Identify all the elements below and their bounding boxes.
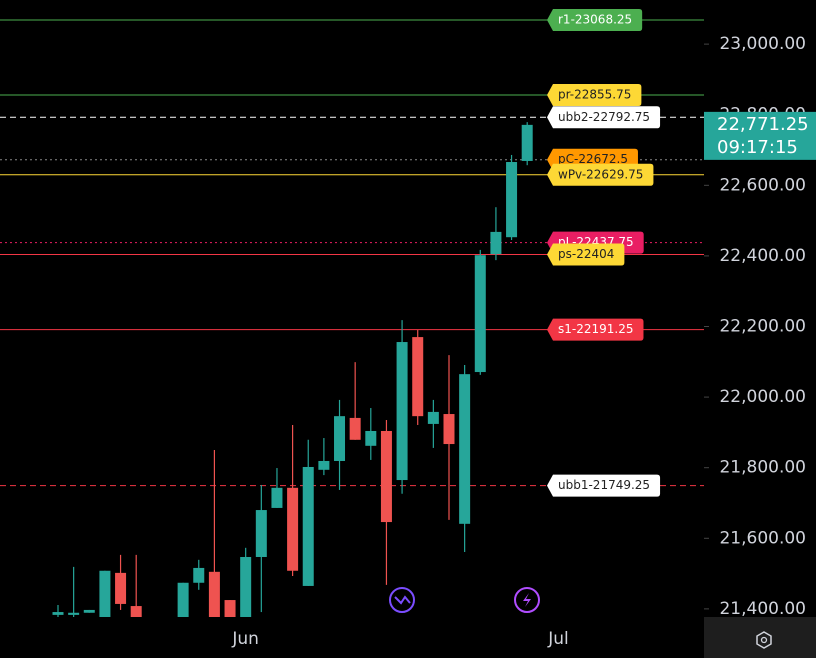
candle-body — [83, 609, 95, 613]
labels-layer: r1-23068.25 pr-22855.75 ubb2-22792.75 pC-22… — [547, 9, 661, 497]
candle-body — [302, 466, 314, 586]
y-tick-label: 22,200.00 — [719, 317, 806, 337]
candle-body — [380, 430, 392, 523]
level-tag — [547, 318, 644, 341]
last-price-label: 22,771.25 — [717, 114, 809, 135]
level-tag — [547, 9, 643, 32]
candle-body — [224, 600, 236, 617]
level-label: ubb2-22792.75 — [558, 110, 650, 124]
level-label: wPv-22629.75 — [558, 167, 643, 181]
candles-layer — [52, 122, 533, 617]
level-label: ubb1-21749.25 — [558, 478, 650, 492]
y-tick-label: 23,000.00 — [719, 34, 806, 54]
candle-body — [349, 417, 361, 440]
x-tick-label: Jul — [547, 629, 569, 649]
settings-icon-dot — [760, 636, 768, 644]
level-tag — [547, 106, 661, 129]
candle-body — [318, 460, 330, 470]
last-time-label: 09:17:15 — [717, 137, 798, 158]
y-tick-label: 22,600.00 — [719, 175, 806, 195]
candle-body — [443, 414, 455, 445]
level-label: pr-22855.75 — [558, 88, 631, 102]
candle-body — [521, 124, 533, 161]
level-label: s1-22191.25 — [558, 322, 633, 336]
y-tick-label: 21,400.00 — [719, 599, 806, 619]
candle-body — [490, 231, 502, 255]
candle-body — [68, 612, 80, 615]
settings-corner[interactable] — [704, 617, 816, 658]
level-label: pC-22672.5 — [558, 152, 628, 166]
candle-body — [99, 570, 111, 617]
level-label: ps-22404 — [558, 247, 614, 261]
candle-body — [365, 430, 377, 446]
x-tick-label: Jun — [231, 629, 259, 649]
y-tick-label: 21,600.00 — [719, 528, 806, 548]
candle-body — [52, 612, 64, 615]
level-label: r1-23068.25 — [558, 13, 632, 27]
candle-body — [459, 374, 471, 524]
candle-body — [334, 416, 346, 461]
level-tag — [547, 474, 661, 497]
y-tick-label: 22,000.00 — [719, 387, 806, 407]
candle-body — [208, 571, 220, 617]
event-icon-glyph — [394, 595, 411, 605]
candle-body — [474, 255, 486, 373]
candle-body — [115, 572, 127, 604]
candle-body — [255, 510, 267, 557]
candle-body — [506, 162, 518, 238]
level-tag — [547, 163, 654, 186]
candle-body — [130, 606, 142, 617]
candle-body — [396, 342, 408, 481]
candle-body — [177, 582, 189, 617]
candle-body — [412, 337, 424, 417]
event-icon-glyph — [523, 593, 531, 607]
level-tag — [547, 243, 625, 266]
candle-body — [193, 567, 205, 583]
candle-body — [287, 487, 299, 571]
candle-body — [271, 487, 283, 508]
candle-body — [427, 411, 439, 424]
y-tick-label: 22,400.00 — [719, 246, 806, 266]
candle-body — [240, 556, 252, 617]
y-tick-label: 21,800.00 — [719, 458, 806, 478]
level-tag — [547, 84, 642, 107]
event-icon[interactable] — [389, 587, 415, 613]
last-price-tag — [704, 111, 816, 160]
event-icon[interactable] — [514, 587, 540, 613]
settings-icon[interactable] — [756, 631, 772, 649]
